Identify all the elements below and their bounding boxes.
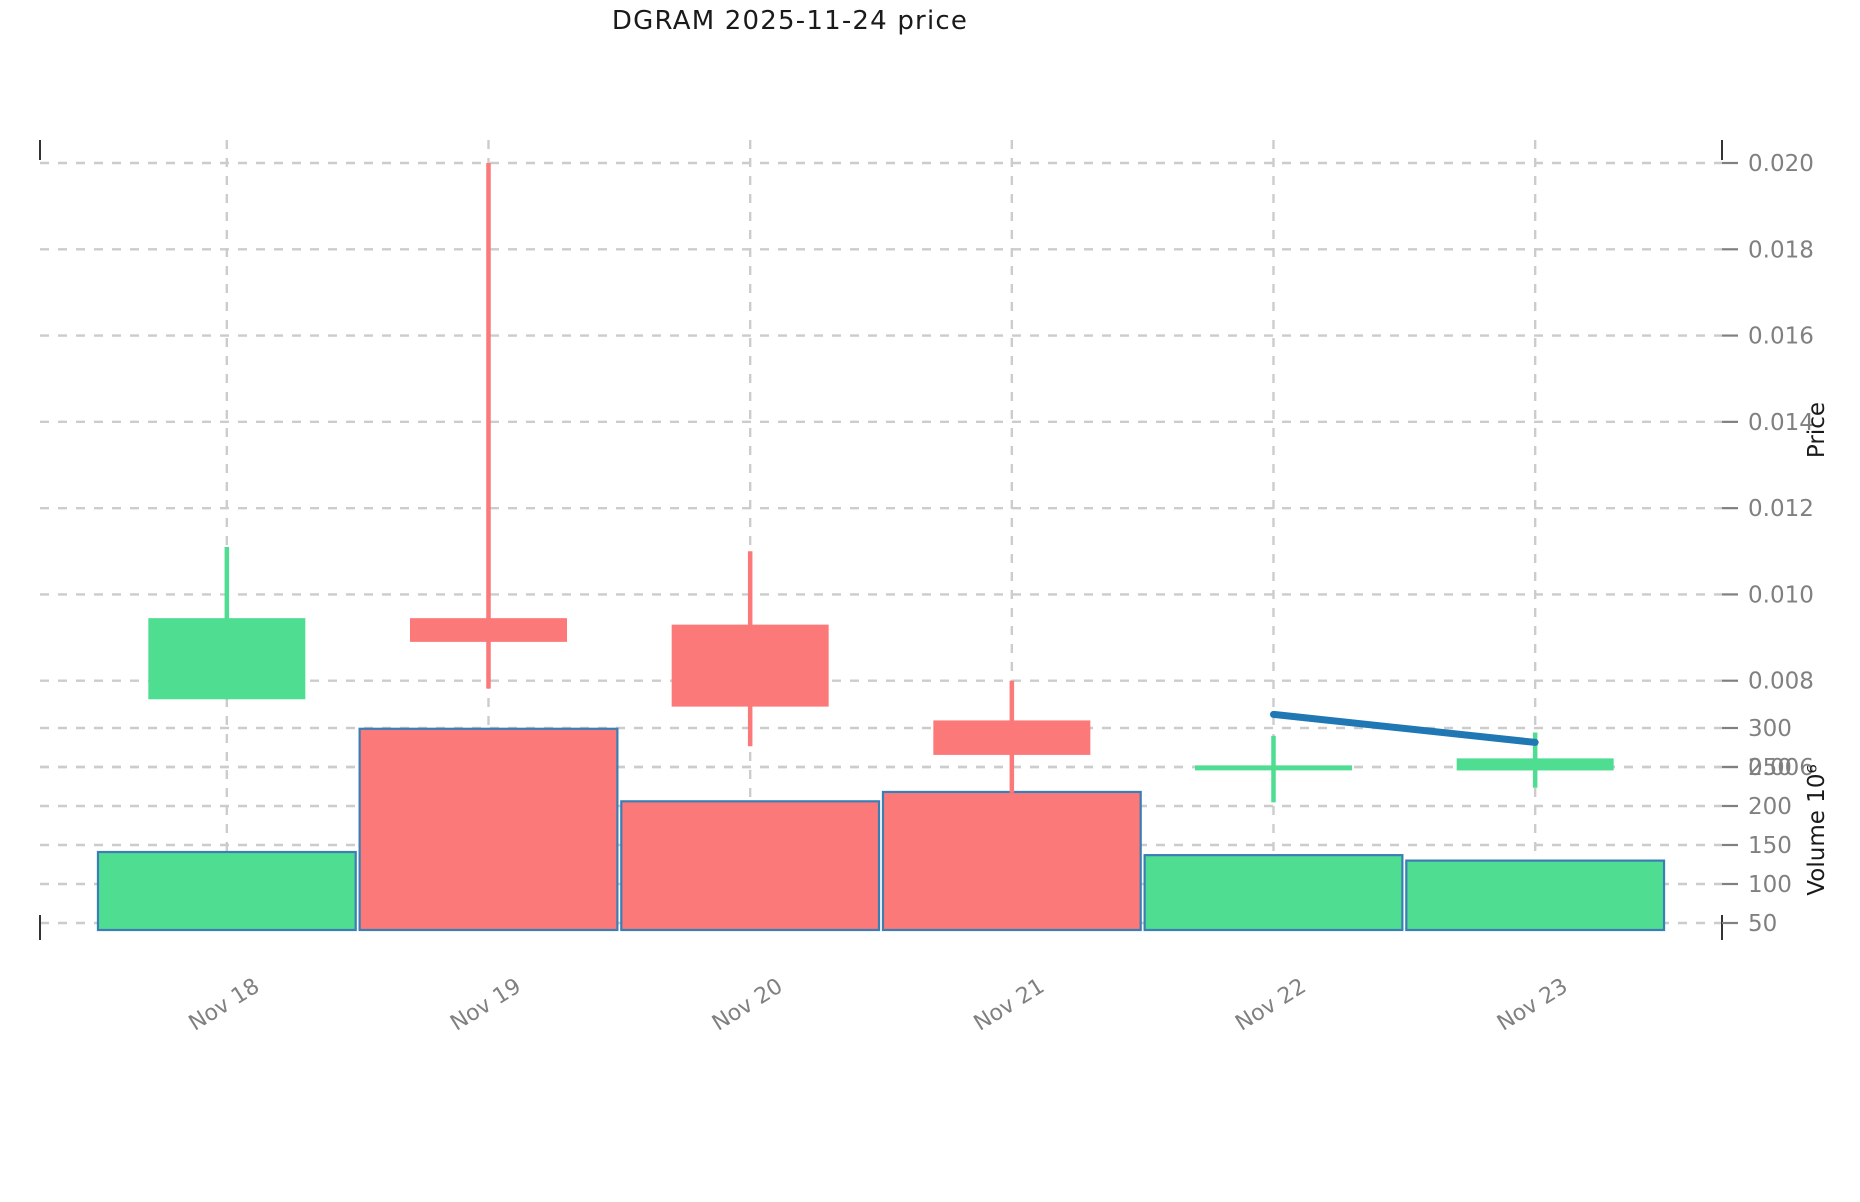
- volume-bar: [1405, 859, 1666, 932]
- x-tick-label: Nov 21: [970, 974, 1049, 1037]
- candlestick: [671, 551, 829, 747]
- y-tick-label-volume: 200: [1748, 794, 1792, 820]
- y-tick-label-volume: 50: [1748, 911, 1777, 937]
- volume-bar: [358, 727, 619, 932]
- candle-body: [933, 720, 1091, 755]
- y-tick-label-price: 0.012: [1748, 496, 1814, 522]
- y-tick-label-price: 0.008: [1748, 669, 1814, 695]
- y-tick-label-price: 0.014: [1748, 410, 1814, 436]
- x-tick-label: Nov 19: [446, 974, 525, 1037]
- volume-bar: [620, 800, 881, 932]
- x-tick-label: Nov 18: [185, 974, 264, 1037]
- y-tick-label-volume: 100: [1748, 872, 1792, 898]
- candle-body: [410, 618, 567, 642]
- y-tick-label-volume: 250: [1748, 755, 1792, 781]
- y-axis-ticks: 0.020 0.018 0.016 0.014 0.012 0.010 0.008 0.006…: [1722, 151, 1814, 937]
- y-tick-label-volume: 300: [1748, 716, 1792, 742]
- x-tick-label: Nov 22: [1231, 974, 1310, 1037]
- x-tick-label: Nov 20: [708, 974, 787, 1037]
- candlesticks: [148, 163, 1614, 803]
- axis-titles: Price Volume 10⁶: [1804, 402, 1830, 896]
- y-tick-label-price: 0.018: [1748, 237, 1814, 263]
- volume-axis-title: Volume 10⁶: [1804, 764, 1830, 895]
- candlestick: [410, 163, 567, 689]
- trend-line: [1270, 710, 1539, 746]
- grid-lines: [40, 140, 1722, 930]
- price-axis-title: Price: [1804, 402, 1830, 458]
- x-axis-ticks: Nov 18 Nov 19 Nov 20 Nov 21 Nov 22 Nov 23: [185, 974, 1573, 1037]
- candle-body: [1456, 758, 1614, 771]
- x-tick-label: Nov 23: [1493, 974, 1572, 1037]
- y-tick-label-volume: 150: [1748, 833, 1792, 859]
- candlestick: [148, 546, 306, 700]
- candlestick: [933, 680, 1091, 793]
- volume-bars: [96, 727, 1666, 932]
- candlestick: [1195, 735, 1352, 803]
- trend-line-path: [1270, 710, 1539, 746]
- chart-title: DGRAM 2025-11-24 price: [611, 6, 969, 36]
- y-tick-label-price: 0.006: [1748, 755, 1814, 781]
- volume-bar: [96, 850, 357, 932]
- y-tick-label-price: 0.020: [1748, 151, 1814, 177]
- volume-bar: [881, 790, 1142, 932]
- y-tick-label-price: 0.016: [1748, 324, 1814, 350]
- axis-spines: [39, 140, 1723, 940]
- candle-body: [671, 624, 829, 707]
- y-tick-label-price: 0.010: [1748, 582, 1814, 608]
- candle-body: [148, 618, 306, 700]
- volume-bar: [1143, 854, 1404, 932]
